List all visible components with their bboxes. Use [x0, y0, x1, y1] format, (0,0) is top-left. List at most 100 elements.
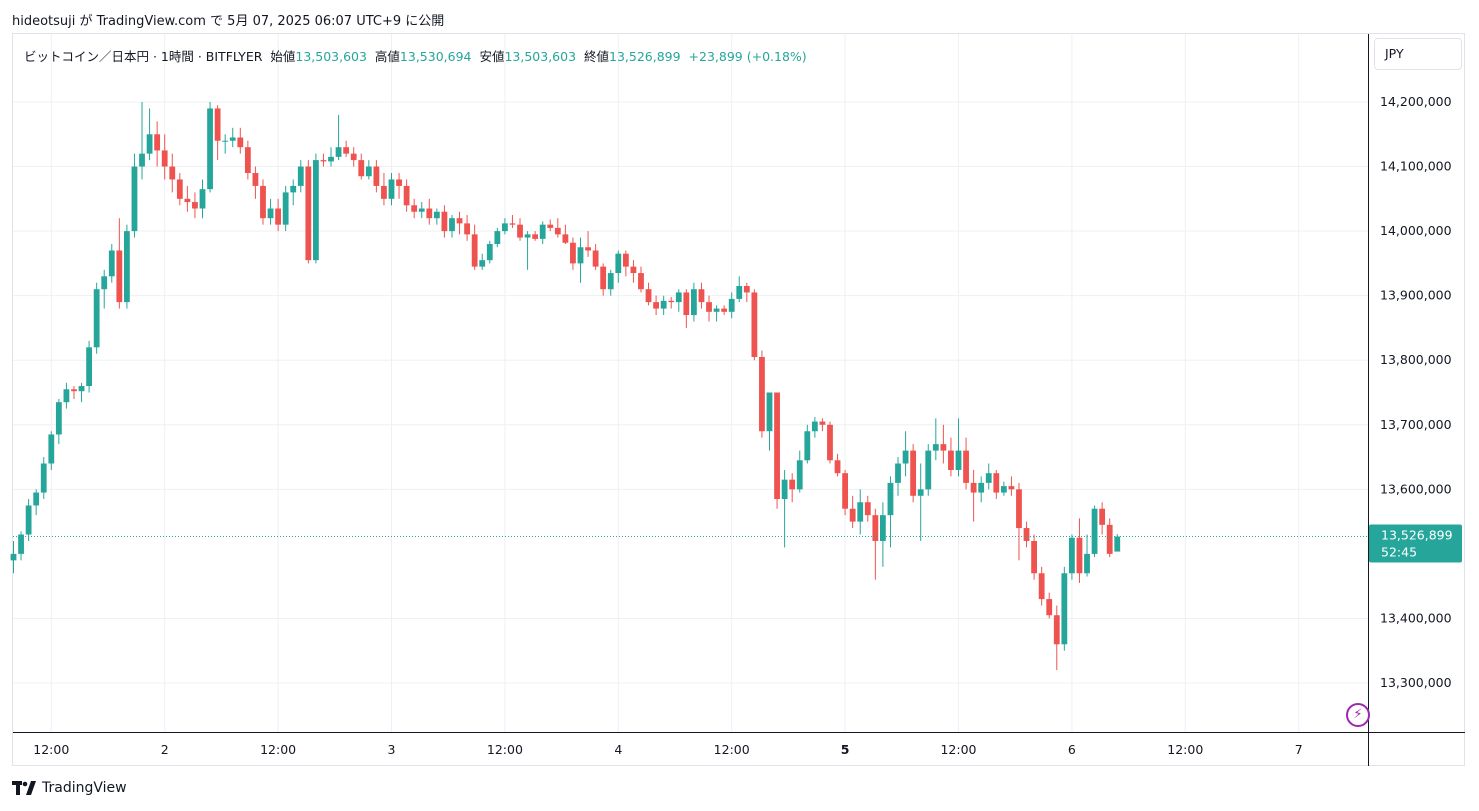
candle-body	[25, 505, 32, 535]
x-tick-label: 6	[1068, 742, 1076, 757]
candle-body	[887, 482, 894, 516]
candle-body	[267, 208, 274, 219]
candle-body	[350, 153, 357, 161]
candle-body	[743, 285, 750, 293]
candle-body	[592, 250, 599, 267]
publish-info: hideotsuji が TradingView.com で 5月 07, 20…	[12, 14, 445, 29]
symbol-label[interactable]: ビットコイン／日本円 · 1時間 · BITFLYER	[24, 49, 263, 64]
candle-body	[297, 166, 304, 186]
candle-body	[910, 450, 917, 496]
low-label: 安値	[479, 49, 505, 64]
candle-body	[18, 534, 24, 554]
currency-button[interactable]: JPY	[1374, 38, 1462, 70]
price-tag-countdown: 52:45	[1381, 545, 1417, 560]
candle-body	[827, 424, 833, 461]
y-tick-label: 13,300,000	[1380, 675, 1452, 690]
candle-body	[252, 173, 259, 186]
candle-body	[411, 205, 418, 212]
lightning-icon[interactable]: ⚡	[1346, 703, 1370, 727]
candle-body	[373, 166, 380, 186]
y-tick-label: 14,000,000	[1380, 223, 1452, 238]
tradingview-logo[interactable]: TradingView	[12, 780, 127, 796]
candle-body	[1016, 489, 1022, 529]
candle-body	[940, 444, 947, 451]
candle-body	[978, 482, 985, 493]
candle-body	[509, 223, 516, 225]
candle-body	[1046, 599, 1053, 616]
y-tick-label: 13,800,000	[1380, 352, 1452, 367]
candle-body	[849, 508, 856, 522]
close-label: 終値	[584, 49, 610, 64]
candle-body	[713, 308, 720, 312]
x-tick-label: 7	[1295, 742, 1303, 757]
candle-body	[615, 253, 622, 274]
candle-body	[161, 150, 168, 167]
candle-body	[857, 502, 864, 522]
candle-body	[691, 289, 697, 316]
x-tick-label: 12:00	[260, 742, 296, 757]
candle-body	[993, 473, 1000, 493]
candle-body	[71, 389, 77, 392]
x-tick-label: 12:00	[33, 742, 69, 757]
candle-body	[668, 300, 675, 303]
candle-body	[502, 223, 508, 232]
candle-body	[842, 473, 848, 509]
x-tick-label: 12:00	[1167, 742, 1203, 757]
candle-body	[1053, 615, 1060, 645]
candle-body	[1114, 536, 1121, 552]
candle-body	[101, 276, 108, 290]
high-value: 13,530,694	[399, 49, 472, 64]
candle-body	[464, 223, 470, 235]
candle-body	[721, 308, 728, 312]
x-tick-label: 12:00	[714, 742, 750, 757]
open-label: 始値	[270, 49, 296, 64]
candle-body	[10, 553, 17, 561]
open-value: 13,503,603	[295, 49, 367, 64]
candle-body	[728, 298, 735, 312]
candle-body	[675, 292, 682, 303]
candle-body	[970, 482, 977, 493]
candle-body	[365, 166, 372, 177]
candle-body	[811, 421, 818, 432]
candle-body	[1076, 537, 1083, 574]
candle-body	[433, 211, 440, 219]
candle-body	[214, 108, 221, 141]
candle-body	[630, 266, 637, 274]
candle-body	[55, 402, 62, 435]
candle-body	[985, 473, 992, 483]
candle-body	[781, 479, 788, 500]
candle-body	[260, 185, 266, 219]
candle-body	[1061, 573, 1068, 645]
candle-body	[139, 153, 145, 167]
candle-body	[388, 179, 395, 199]
change-value: +23,899 (+0.18%)	[688, 49, 807, 64]
candle-body	[381, 185, 387, 199]
candle-body	[819, 421, 826, 425]
candle-body	[963, 450, 969, 483]
candle-body	[1091, 508, 1098, 554]
candle-body	[895, 463, 901, 483]
candle-body	[169, 166, 176, 180]
candle-body	[607, 273, 614, 290]
candle-body	[683, 292, 690, 316]
y-tick-label: 14,200,000	[1380, 94, 1452, 109]
candle-body	[237, 137, 244, 148]
candle-body	[1000, 486, 1007, 493]
candle-body	[660, 300, 667, 309]
candle-body	[108, 250, 115, 277]
x-tick-label: 5	[841, 742, 850, 757]
high-label: 高値	[374, 49, 400, 64]
candle-body	[766, 392, 773, 432]
chart-frame	[12, 33, 1465, 766]
candle-body	[40, 463, 47, 493]
candle-body	[796, 460, 803, 490]
x-tick-label: 3	[388, 742, 396, 757]
candle-body	[577, 247, 584, 264]
candle-body	[698, 289, 705, 303]
candle-body	[562, 234, 569, 243]
candle-body	[1023, 528, 1030, 541]
candle-body	[1008, 486, 1015, 490]
y-tick-label: 14,100,000	[1380, 159, 1452, 174]
candle-body	[192, 202, 198, 209]
